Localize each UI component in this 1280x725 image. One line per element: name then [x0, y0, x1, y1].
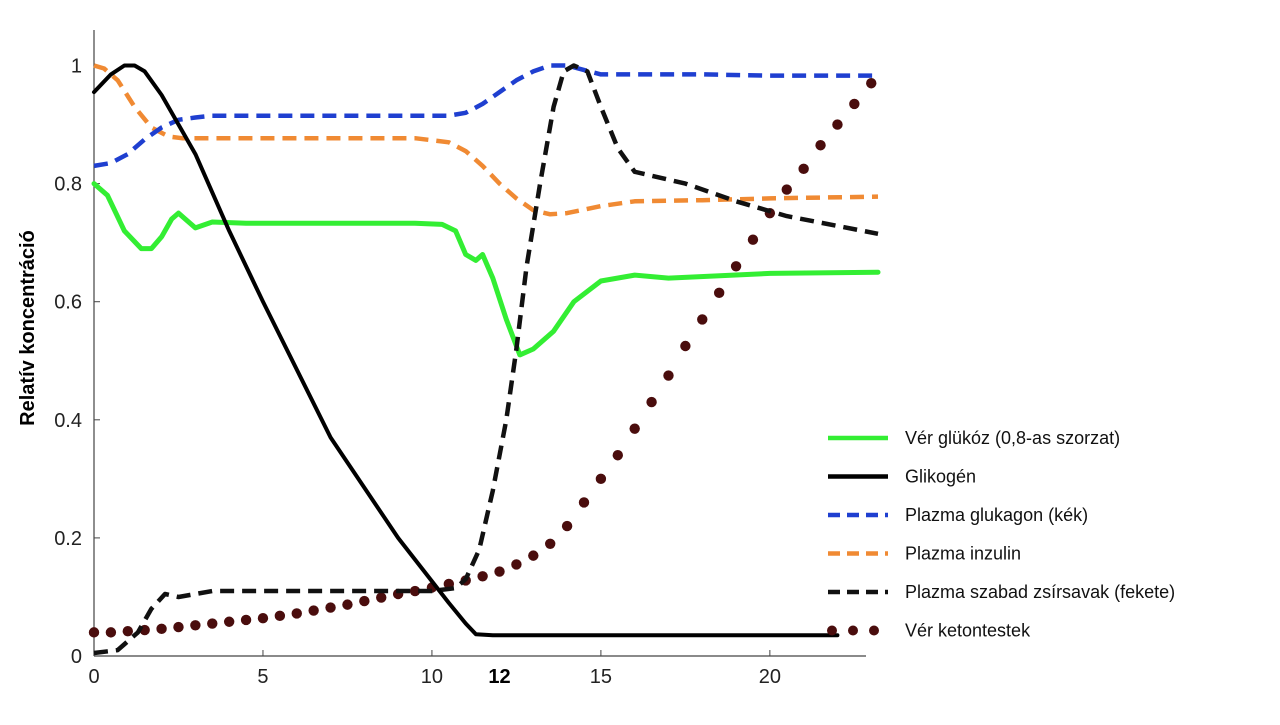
legend-item-ver-glukoz-0-8-as-szorzat: Vér glükóz (0,8-as szorzat) [828, 428, 1120, 448]
x-tick-label: 5 [257, 666, 268, 688]
data-point [190, 620, 201, 631]
data-point [697, 314, 708, 325]
y-tick-label: 0.8 [54, 174, 82, 196]
data-point [713, 287, 725, 299]
legend-item-plazma-szabad-zsirsavak-fekete: Plazma szabad zsírsavak (fekete) [828, 582, 1175, 602]
x-tick-label: 0 [88, 666, 99, 688]
legend-label: Glikogén [905, 467, 976, 487]
data-point [866, 78, 877, 89]
legend-label: Vér glükóz (0,8-as szorzat) [905, 428, 1120, 448]
data-point [545, 538, 556, 550]
data-point [342, 599, 353, 610]
data-point [291, 608, 302, 619]
legend-swatch [827, 625, 837, 636]
legend: Vér glükóz (0,8-as szorzat) Glikogén Plazm… [827, 428, 1175, 641]
data-point [815, 140, 826, 151]
legend-swatch [848, 625, 858, 636]
data-point [747, 234, 759, 245]
data-point [156, 623, 167, 635]
data-point [612, 450, 623, 461]
data-point [629, 423, 640, 434]
data-point [663, 370, 674, 381]
data-point [122, 626, 133, 637]
data-point [849, 98, 860, 110]
data-point [781, 184, 792, 195]
data-point [409, 585, 421, 597]
x-tick-label: 15 [590, 666, 612, 688]
y-axis-label: Relatív koncentráció [17, 230, 39, 426]
data-point [308, 605, 319, 616]
data-point [325, 602, 336, 613]
data-point [240, 614, 252, 626]
series-layer [88, 63, 881, 656]
legend-item-ver-ketontestek: Vér ketontestek [827, 621, 1031, 641]
data-point [376, 592, 387, 603]
series-plazma-glukagon-kek-line [93, 63, 878, 169]
data-point [680, 340, 691, 352]
data-point [798, 163, 809, 175]
y-tick-label: 0.2 [54, 528, 82, 550]
data-point [578, 497, 590, 508]
legend-item-plazma-inzulin: Plazma inzulin [828, 544, 1021, 564]
data-point [105, 627, 117, 638]
data-point [477, 571, 488, 582]
data-point [561, 520, 573, 532]
y-tick-label: 1 [71, 56, 82, 78]
x-tick-label: 20 [759, 666, 781, 688]
data-point [207, 618, 218, 629]
series-ver-ketontestek [88, 78, 877, 638]
data-point [173, 621, 184, 633]
y-tick-label: 0.6 [54, 292, 82, 314]
data-point [511, 559, 522, 570]
data-point [88, 627, 100, 638]
legend-item-plazma-glukagon-kek: Plazma glukagon (kék) [828, 505, 1088, 525]
legend-label: Plazma glukagon (kék) [905, 505, 1088, 525]
legend-swatch [869, 625, 879, 636]
data-point [832, 119, 843, 130]
data-point [223, 616, 235, 627]
data-point [730, 261, 742, 272]
data-point [257, 613, 269, 624]
data-point [595, 473, 607, 485]
legend-label: Vér ketontestek [905, 621, 1031, 641]
data-point [274, 610, 286, 622]
legend-item-glikogen: Glikogén [828, 467, 976, 487]
x-marker-label: 12 [488, 666, 510, 688]
series-plazma-inzulin-line [93, 63, 879, 217]
data-point [494, 566, 505, 577]
data-point [528, 550, 539, 561]
series-ver-glukoz-0-8-as-szorzat-line [91, 181, 881, 358]
x-tick-label: 10 [421, 666, 443, 688]
data-point [359, 595, 370, 607]
data-point [646, 396, 657, 408]
legend-label: Plazma inzulin [905, 544, 1021, 564]
series-plazma-szabad-zsirsavak-fekete-line [93, 63, 879, 656]
legend-label: Plazma szabad zsírsavak (fekete) [905, 582, 1175, 602]
y-tick-label: 0.4 [54, 410, 82, 432]
series-glikogen-line [92, 63, 840, 638]
y-tick-label: 0 [71, 646, 82, 668]
